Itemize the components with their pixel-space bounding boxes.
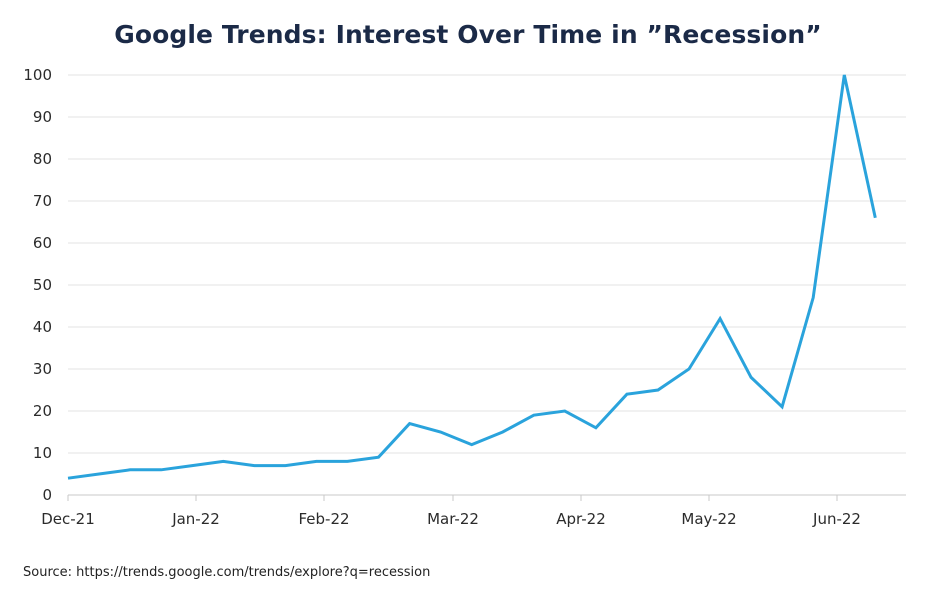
y-tick-label-50: 50 — [33, 276, 52, 294]
x-tick-label: Jan-22 — [171, 510, 220, 528]
x-tick-label: Apr-22 — [556, 510, 606, 528]
x-tick-label: May-22 — [681, 510, 736, 528]
gridlines — [68, 74, 906, 454]
series-line — [67, 74, 877, 480]
x-tick-label: Feb-22 — [298, 510, 349, 528]
y-tick-label-100: 100 — [23, 66, 52, 84]
x-tick-label: Jun-22 — [812, 510, 861, 528]
y-tick-label-10: 10 — [33, 444, 52, 462]
y-tick-label-70: 70 — [33, 192, 52, 210]
series-recession — [67, 74, 877, 480]
y-tick-label-60: 60 — [33, 234, 52, 252]
chart-title: Google Trends: Interest Over Time in ”Re… — [114, 20, 822, 49]
y-tick-label-0: 0 — [42, 486, 52, 504]
line-chart: 0 10 20 30 40 50 60 70 80 90 100 Dec-21 Jan-22 Feb-2… — [23, 66, 906, 528]
y-tick-label-40: 40 — [33, 318, 52, 336]
y-axis-ticks: 0 10 20 30 40 50 60 70 80 90 100 — [23, 66, 52, 504]
x-tick-label: Mar-22 — [427, 510, 479, 528]
y-tick-label-20: 20 — [33, 402, 52, 420]
y-tick-label-30: 30 — [33, 360, 52, 378]
y-tick-label-90: 90 — [33, 108, 52, 126]
y-tick-label-80: 80 — [33, 150, 52, 168]
x-tick-label: Dec-21 — [41, 510, 95, 528]
x-axis-ticks: Dec-21 Jan-22 Feb-22 Mar-22 Apr-22 May-22 Jun-… — [41, 495, 861, 528]
source-note: Source: https://trends.google.com/trends… — [23, 565, 431, 580]
